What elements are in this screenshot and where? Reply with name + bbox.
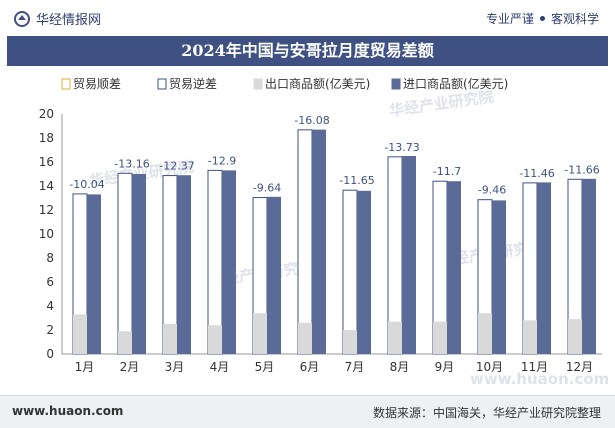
footer-source: 数据来源：中国海关，华经产业研究院整理 [372,406,601,420]
bars [72,129,596,355]
x-tick-label: 8月 [390,360,410,374]
import-bar [267,196,281,354]
tagline: 专业严谨 客观科学 [486,10,599,27]
brand-logo-icon [14,11,30,27]
legend-swatch-2 [157,78,167,90]
import-bar [492,200,506,354]
footer-site: www.huaon.com [12,404,124,418]
deficit-bar [117,172,133,355]
x-tick-label: 1月 [75,360,95,374]
x-tick-label: 9月 [435,360,455,374]
x-tick-label: 6月 [300,360,320,374]
data-label: -12.37 [159,160,194,173]
deficit-bar [297,129,313,355]
data-label: -10.04 [69,178,104,191]
x-tick-label: 11月 [521,360,548,374]
import-bar [222,170,236,354]
watermark-text: 华经产业研究院 [388,88,494,120]
data-label: -13.16 [114,157,149,170]
legend-swatch-4 [391,78,401,90]
separator-dot-icon [539,16,545,21]
export-bar [478,313,492,354]
export-bar [118,331,132,354]
legend-swatch-1 [61,78,71,90]
import-bar [177,175,191,354]
x-tick-label: 2月 [120,360,140,374]
data-label: -11.7 [433,165,461,178]
y-tick-label: 20 [39,107,54,121]
export-bar [433,321,447,354]
y-tick-label: 4 [46,299,54,313]
data-label: -13.73 [384,141,419,154]
export-bar [568,319,582,354]
x-tick-label: 5月 [255,360,275,374]
export-bar [298,322,312,354]
x-tick-label: 4月 [210,360,230,374]
chart-title: 2024年中国与安哥拉月度贸易差额 [181,41,434,60]
y-tick-label: 16 [39,155,54,169]
y-tick-label: 10 [39,227,54,241]
footer: www.huaon.com 数据来源：中国海关，华经产业研究院整理 [0,395,615,428]
y-tick-label: 2 [46,323,54,337]
y-tick-label: 0 [46,347,54,361]
import-bar [132,174,146,354]
y-tick-label: 12 [39,203,54,217]
data-label: -11.46 [519,167,554,180]
legend-label-3: 出口商品额(亿美元) [265,76,370,91]
data-label: -9.64 [253,182,281,195]
y-tick-label: 8 [46,251,54,265]
data-label: -9.46 [478,184,506,197]
export-bar [73,314,87,354]
import-bar [582,178,596,354]
legend: 贸易顺差 贸易逆差 出口商品额(亿美元) 进口商品额(亿美元) [61,76,508,91]
legend-label-2: 贸易逆差 [169,76,217,91]
deficit-bar [342,189,358,355]
import-bar [87,194,101,354]
data-label: -11.65 [339,174,374,187]
data-label: -16.08 [294,114,329,127]
export-bar [163,324,177,354]
y-tick-label: 14 [39,179,54,193]
y-tick-label: 6 [46,275,54,289]
import-bar [537,182,551,354]
export-bar [388,321,402,354]
top-header: 华经情报网 专业严谨 客观科学 [0,0,615,36]
export-bar [208,325,222,354]
export-bar [343,330,357,354]
x-tick-label: 10月 [476,360,503,374]
import-bar [447,181,461,354]
tagline-professional: 专业严谨 [485,12,534,26]
x-tick-label: 3月 [165,360,185,374]
data-labels: -10.04 -13.16 -12.37 -12.9 -9.64 -16.08 -11.65… [69,114,599,197]
export-bar [253,313,267,354]
export-bar [523,320,537,354]
import-bar [402,156,416,354]
legend-swatch-3 [253,78,263,90]
brand: 华经情报网 [14,9,101,28]
import-bar [312,129,326,354]
axes: 0 2 4 6 8 10 12 14 16 18 20 1月 2月 3月 4月 5月 6月 7月 8月 9月 10月 11… [39,107,602,374]
data-label: -11.66 [564,163,599,176]
data-label: -12.9 [208,154,236,167]
x-tick-label: 7月 [345,360,365,374]
y-tick-label: 18 [39,131,54,145]
bar-chart: 贸易顺差 贸易逆差 出口商品额(亿美元) 进口商品额(亿美元) 华经产业研究院华经产业… [39,76,610,388]
import-bar [357,190,371,354]
watermark-url: www.huaon.com [470,370,609,388]
title-bar: 2024年中国与安哥拉月度贸易差额 [7,36,608,66]
x-tick-label: 12月 [566,360,593,374]
tagline-objective: 客观科学 [550,12,599,26]
legend-label-1: 贸易顺差 [73,77,121,91]
brand-name: 华经情报网 [36,13,102,28]
legend-label-4: 进口商品额(亿美元) [403,76,508,91]
